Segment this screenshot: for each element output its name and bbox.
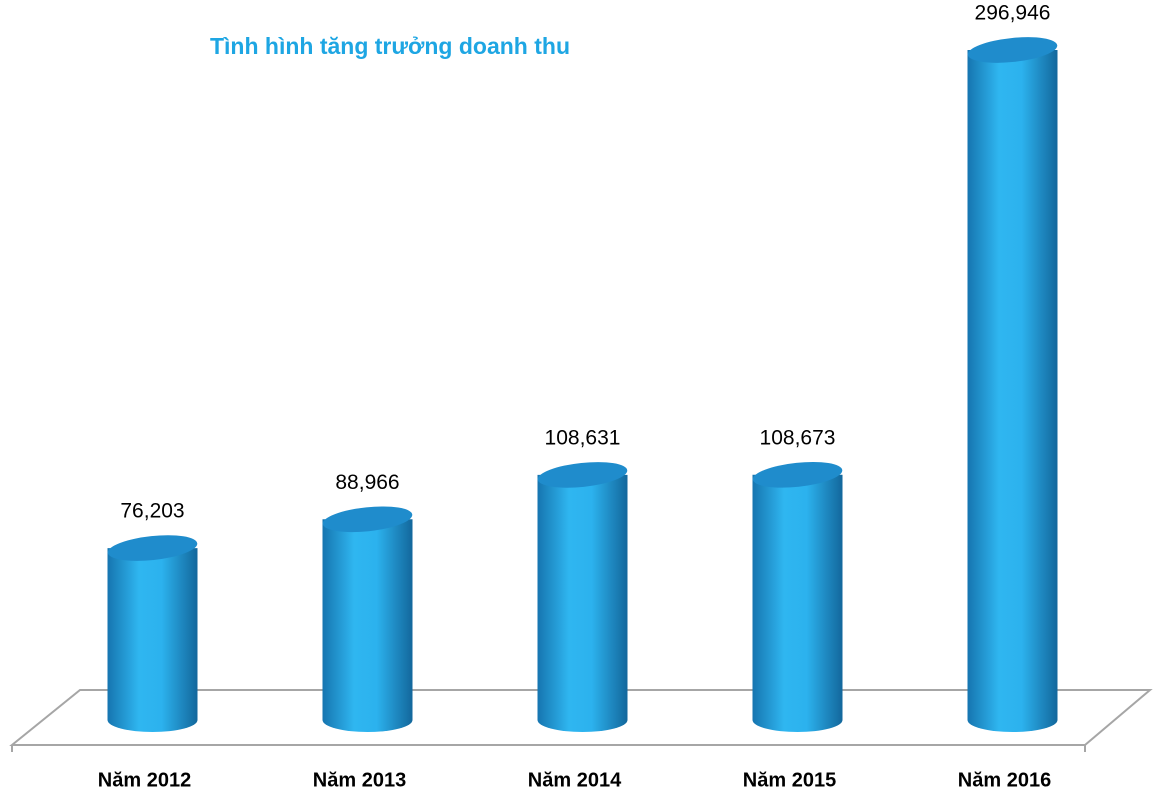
bar-top xyxy=(107,535,198,561)
chart-title: Tình hình tăng trưởng doanh thu xyxy=(210,33,570,59)
x-tick-label: Năm 2016 xyxy=(958,769,1051,791)
value-label: 76,203 xyxy=(120,500,184,523)
bar xyxy=(537,474,628,732)
bar xyxy=(967,50,1058,732)
value-label: 108,673 xyxy=(760,426,836,449)
value-label: 296,946 xyxy=(975,2,1051,25)
bar-top xyxy=(967,37,1058,63)
x-tick-label: Năm 2012 xyxy=(98,769,191,791)
value-label: 108,631 xyxy=(545,426,621,449)
x-tick-label: Năm 2014 xyxy=(528,769,622,791)
bar-top xyxy=(537,462,628,488)
value-label: 88,966 xyxy=(335,471,399,494)
bar-top xyxy=(322,506,413,533)
x-tick-label: Năm 2013 xyxy=(313,769,406,791)
x-tick-label: Năm 2015 xyxy=(743,769,836,791)
bar-top xyxy=(752,461,843,488)
bar xyxy=(322,519,413,732)
bar xyxy=(107,548,198,732)
bar xyxy=(752,474,843,732)
